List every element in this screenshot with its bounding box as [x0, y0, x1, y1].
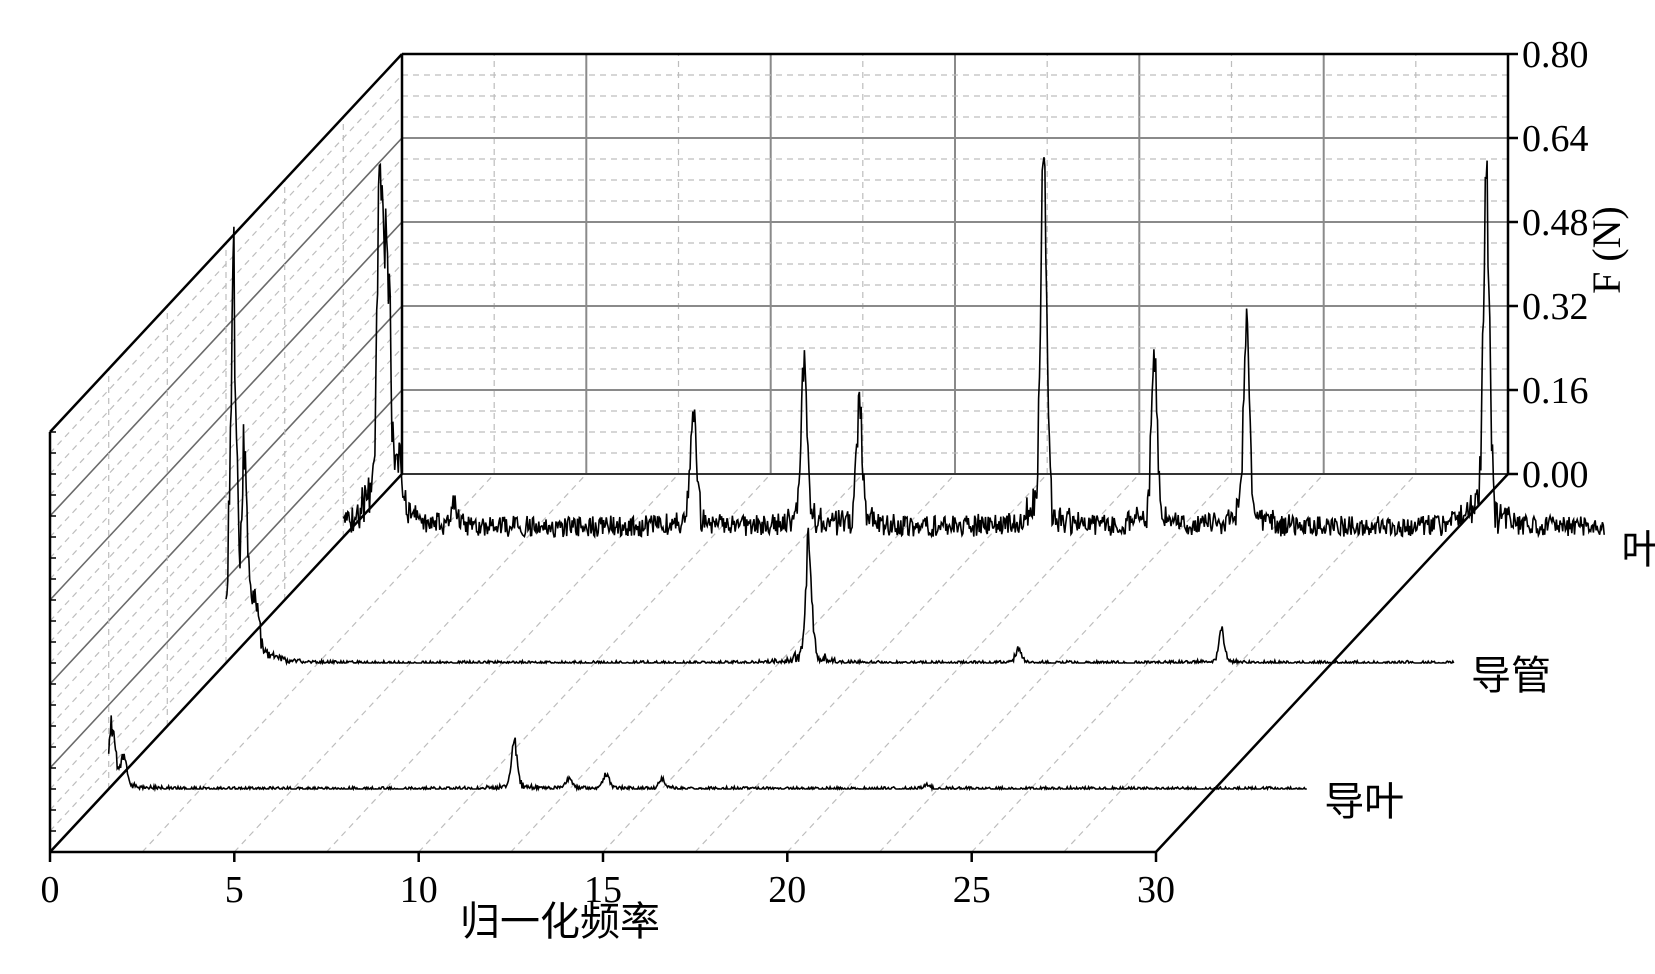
series-label: 导管	[1471, 653, 1551, 698]
series-line	[343, 157, 1604, 537]
x-tick-label: 30	[1137, 869, 1175, 911]
left-wall-line	[50, 159, 402, 537]
x-tick-label: 10	[400, 869, 438, 911]
x-tick-label: 20	[768, 869, 806, 911]
left-wall-line	[50, 432, 402, 810]
series-line	[226, 227, 1454, 663]
x-axis-label: 归一化频率	[460, 899, 660, 944]
series-label: 导叶	[1324, 779, 1404, 824]
z-tick-label: 0.64	[1522, 118, 1589, 160]
z-tick-label: 0.32	[1522, 286, 1589, 328]
series-label: 叶轮	[1622, 527, 1655, 572]
series-line	[109, 715, 1307, 789]
x-tick-label: 5	[225, 869, 244, 911]
z-tick-label: 0.48	[1522, 202, 1589, 244]
left-wall-line	[50, 390, 402, 768]
z-tick-label: 0.16	[1522, 370, 1589, 412]
x-tick-label: 25	[953, 869, 991, 911]
grid-layer	[50, 54, 1508, 852]
left-wall-line	[50, 180, 402, 558]
left-wall-line	[50, 453, 402, 831]
z-tick-label: 0.00	[1522, 454, 1589, 496]
labels-layer: 归一化频率 F (N) 0 5 10 15 20 25 30 0.00 0.16 0.32 0.48…	[41, 34, 1655, 944]
left-wall-line	[50, 411, 402, 789]
z-axis-label: F (N)	[1584, 206, 1629, 294]
z-tick-label: 0.80	[1522, 34, 1589, 76]
left-wall-line	[50, 201, 402, 579]
axes-layer	[50, 54, 1518, 862]
x-tick-label: 0	[41, 869, 60, 911]
left-wall-line	[50, 222, 402, 600]
x-tick-label: 15	[584, 869, 622, 911]
